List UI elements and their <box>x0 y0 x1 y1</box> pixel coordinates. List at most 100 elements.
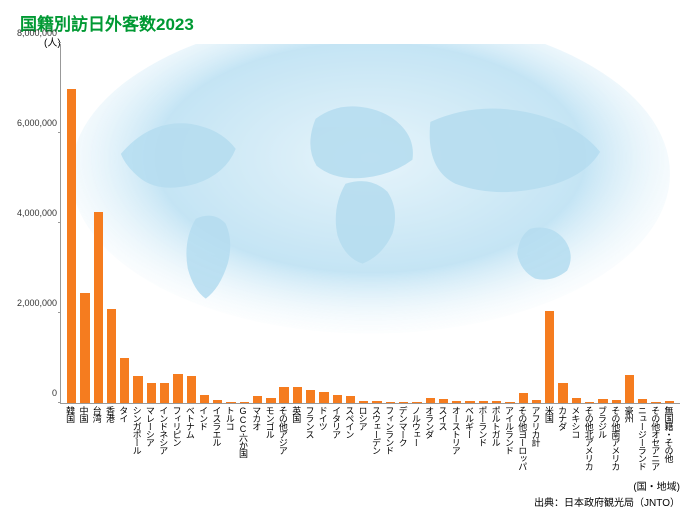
x-label-slot: フィンランド <box>383 406 396 470</box>
x-label-slot: ブラジル <box>596 406 609 470</box>
x-tick-label: アフリカ計 <box>530 406 543 470</box>
x-tick-label: シンガポール <box>131 406 144 470</box>
x-label-slot: フィリピン <box>170 406 183 470</box>
bar <box>372 401 381 403</box>
bar <box>452 401 461 403</box>
x-tick-label: ベルギー <box>463 406 476 470</box>
bar-slot <box>663 44 676 403</box>
x-tick-label: タイ <box>117 406 130 470</box>
bar <box>200 395 209 403</box>
bar-slot <box>251 44 264 403</box>
x-axis-unit: (国・地域) <box>633 478 680 493</box>
bar <box>612 400 621 403</box>
bar <box>226 402 235 403</box>
x-tick-label: 台湾 <box>91 406 104 470</box>
x-tick-label: アイルランド <box>503 406 516 470</box>
x-label-slot: フランス <box>303 406 316 470</box>
x-tick-label: マレーシア <box>144 406 157 470</box>
x-tick-label: メキシコ <box>569 406 582 470</box>
bar-slot <box>583 44 596 403</box>
bar-slot <box>503 44 516 403</box>
x-label-slot: トルコ <box>224 406 237 470</box>
bar <box>213 400 222 403</box>
x-label-slot: イタリア <box>330 406 343 470</box>
bar <box>120 358 129 403</box>
x-tick-label: オランダ <box>423 406 436 470</box>
x-label-slot: ベトナム <box>184 406 197 470</box>
bar-slot <box>384 44 397 403</box>
x-label-slot: 豪州 <box>622 406 635 470</box>
x-label-slot: モンゴル <box>263 406 276 470</box>
x-tick-label: 韓国 <box>64 406 77 470</box>
bar-slot <box>397 44 410 403</box>
bar-slot <box>556 44 569 403</box>
x-label-slot: オーストリア <box>450 406 463 470</box>
bar-slot <box>570 44 583 403</box>
x-tick-label: その他アジア <box>277 406 290 470</box>
bar <box>412 402 421 403</box>
x-label-slot: 台湾 <box>91 406 104 470</box>
x-tick-label: カナダ <box>556 406 569 470</box>
bar <box>94 212 103 403</box>
bar <box>519 393 528 403</box>
bar-slot <box>145 44 158 403</box>
x-label-slot: ポーランド <box>476 406 489 470</box>
bar-slot <box>331 44 344 403</box>
x-tick-label: 豪州 <box>623 406 636 470</box>
x-tick-label: オーストリア <box>450 406 463 470</box>
bar <box>465 401 474 403</box>
bar-slot <box>410 44 423 403</box>
y-tick-label: 4,000,000 <box>11 208 57 218</box>
bar-slot <box>118 44 131 403</box>
y-tick-label: 2,000,000 <box>11 298 57 308</box>
bar-slot <box>185 44 198 403</box>
x-tick-label: スペイン <box>343 406 356 470</box>
x-label-slot: ポルトガル <box>490 406 503 470</box>
x-tick-label: その他南アメリカ <box>609 406 622 470</box>
bar-slot <box>78 44 91 403</box>
x-label-slot: ベルギー <box>463 406 476 470</box>
bar-slot <box>105 44 118 403</box>
bar-slot <box>158 44 171 403</box>
x-tick-label: ベトナム <box>184 406 197 470</box>
bar <box>505 402 514 403</box>
x-tick-label: 英国 <box>290 406 303 470</box>
bar <box>279 387 288 403</box>
bar <box>80 293 89 403</box>
bar-slot <box>370 44 383 403</box>
x-label-slot: イスラエル <box>210 406 223 470</box>
bar <box>333 395 342 403</box>
bar <box>240 402 249 403</box>
bar <box>651 402 660 403</box>
bar <box>173 374 182 403</box>
x-tick-label: その他北アメリカ <box>583 406 596 470</box>
chart-plot-area: 02,000,0004,000,0006,000,0008,000,000 <box>60 44 680 404</box>
bar <box>187 376 196 403</box>
x-axis-labels: 韓国中国台湾香港タイシンガポールマレーシアインドネシアフィリピンベトナムインドイ… <box>60 406 680 470</box>
x-tick-label: 香港 <box>104 406 117 470</box>
bar-slot <box>450 44 463 403</box>
x-label-slot: ロシア <box>357 406 370 470</box>
x-label-slot: 中国 <box>77 406 90 470</box>
x-tick-label: その他ヨーロッパ <box>516 406 529 470</box>
x-label-slot: その他北アメリカ <box>583 406 596 470</box>
x-label-slot: インド <box>197 406 210 470</box>
x-label-slot: アイルランド <box>503 406 516 470</box>
x-tick-label: トルコ <box>224 406 237 470</box>
x-tick-label: ドイツ <box>317 406 330 470</box>
x-tick-label: モンゴル <box>264 406 277 470</box>
bar <box>479 401 488 403</box>
bar-slot <box>211 44 224 403</box>
bars-container <box>61 44 680 403</box>
bar-slot <box>530 44 543 403</box>
bar-slot <box>304 44 317 403</box>
bar-slot <box>623 44 636 403</box>
bar <box>598 399 607 403</box>
x-tick-label: フランス <box>303 406 316 470</box>
x-label-slot: スウェーデン <box>370 406 383 470</box>
x-label-slot: 香港 <box>104 406 117 470</box>
x-tick-label: フィリピン <box>171 406 184 470</box>
bar-slot <box>344 44 357 403</box>
x-label-slot: タイ <box>117 406 130 470</box>
bar-slot <box>477 44 490 403</box>
